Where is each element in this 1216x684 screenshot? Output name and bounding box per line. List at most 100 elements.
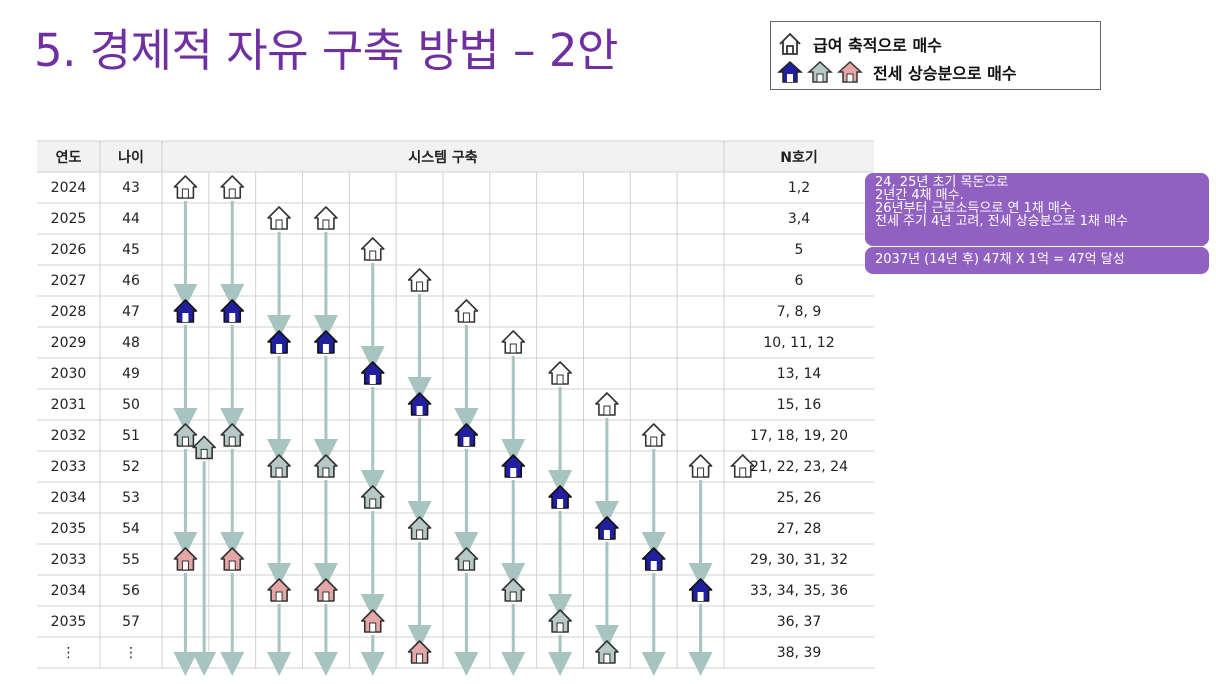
house-blue-icon [220,299,245,323]
cell-year: 2029 [51,335,87,351]
cell-age: 48 [122,335,140,351]
cell-age: 46 [122,273,140,289]
cell-year: 2034 [51,583,87,599]
house-outline-icon [220,175,245,199]
cell-age: 56 [122,583,140,599]
cell-age: 50 [122,397,140,413]
house-outline-icon [779,32,801,55]
legend-label-jeonse: 전세 상승분으로 매수 [873,64,1017,83]
house-gray-icon [548,609,572,633]
cell-year: 2027 [51,273,87,289]
table-header-bg [37,141,874,172]
note-box-strategy: 24, 25년 초기 목돈으로 2년간 4채 매수. 26년부터 근로소득으로 … [865,173,1209,246]
cell-age: 43 [122,180,140,196]
cell-year: 2033 [51,459,87,475]
house-gray-icon [192,435,216,460]
note-line: 26년부터 근로소득으로 연 1채 매수. [875,201,1076,216]
house-pink-icon [173,547,198,571]
cell-age: 57 [122,614,140,630]
house-gray-icon [267,454,291,478]
house-outline-icon [360,237,385,261]
legend-box: 급여 축적으로 매수 전세 상승분으로 매수 [770,21,1101,90]
house-blue-icon [267,330,291,354]
house-outline-icon [641,423,666,447]
cell-age: 52 [122,459,140,475]
house-blue-icon [641,547,666,571]
cell-n: 38, 39 [777,645,822,661]
cell-year: 2031 [51,397,87,413]
house-outline-icon [595,392,619,416]
legend-item-jeonse: 전세 상승분으로 매수 [777,58,1017,86]
house-blue-icon [777,60,803,83]
cell-n: 33, 34, 35, 36 [750,583,848,599]
house-outline-icon [267,206,291,230]
cell-n: 29, 30, 31, 32 [750,552,848,568]
note-line: 2년간 4채 매수. [875,188,964,203]
house-outline-icon [454,299,479,323]
house-pink-icon [837,60,863,83]
cell-n: 1,2 [788,180,810,196]
house-outline-icon [501,330,526,354]
cell-age: 55 [122,552,140,568]
header-n: N호기 [780,150,817,166]
cell-year: 2034 [51,490,87,506]
house-pink-icon [407,640,432,664]
header-age: 나이 [118,149,144,166]
cell-year: 2025 [51,211,87,227]
cell-age: 51 [122,428,140,444]
house-outline-icon [314,206,338,230]
house-outline-icon [548,361,572,385]
house-blue-icon [360,361,385,385]
header-year: 연도 [56,150,82,166]
cell-n: 21, 22, 23, 24 [750,459,848,475]
house-blue-icon [548,485,572,509]
house-gray-icon [595,640,619,664]
house-blue-icon [314,330,338,354]
house-blue-icon [407,392,432,416]
cell-age: ⋮ [124,645,138,661]
cell-year: ⋮ [62,645,76,661]
cell-n: 36, 37 [777,614,822,630]
cell-year: 2035 [51,521,87,537]
note-line: 24, 25년 초기 목돈으로 [875,175,1009,190]
house-pink-icon [220,547,245,571]
cell-age: 44 [122,211,140,227]
house-gray-icon [407,516,432,540]
cell-year: 2030 [51,366,87,382]
legend-item-salary: 급여 축적으로 매수 [777,30,942,58]
house-pink-icon [314,578,338,602]
house-pink-icon [267,578,291,602]
cell-year: 2024 [51,180,87,196]
cell-year: 2028 [51,304,87,320]
note-box-result: 2037년 (14년 후) 47채 X 1억 = 47억 달성 [865,247,1209,274]
house-outline-icon [407,268,432,292]
house-blue-icon [501,454,526,478]
page-title: 5. 경제적 자유 구축 방법 – 2안 [34,24,618,77]
house-outline-icon [688,454,713,478]
cell-year: 2035 [51,614,87,630]
house-gray-icon [360,485,385,509]
cell-n: 15, 16 [777,397,822,413]
house-gray-icon [501,578,526,602]
cell-age: 54 [122,521,140,537]
cell-n: 10, 11, 12 [763,335,834,351]
house-blue-icon [173,299,198,323]
house-outline-icon [173,175,198,199]
house-gray-icon [314,454,338,478]
cell-n: 27, 28 [777,521,822,537]
house-blue-icon [454,423,479,447]
legend-label-salary: 급여 축적으로 매수 [813,36,942,55]
cell-n: 5 [795,242,804,258]
header-system: 시스템 구축 [408,149,477,166]
cell-age: 45 [122,242,140,258]
cell-year: 2033 [51,552,87,568]
cell-n: 25, 26 [777,490,822,506]
house-gray-icon [807,60,833,83]
cell-year: 2026 [51,242,87,258]
cell-age: 49 [122,366,140,382]
note-line: 전세 주기 4년 고려, 전세 상승분으로 1채 매수 [875,214,1128,229]
cell-n: 17, 18, 19, 20 [750,428,848,444]
house-blue-icon [595,516,619,540]
cell-age: 53 [122,490,140,506]
